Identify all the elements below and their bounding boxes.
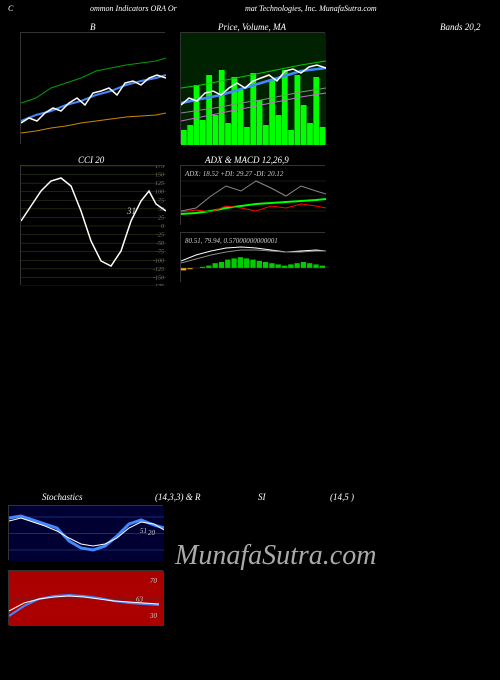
chart-stoch: 2051 (8, 505, 163, 560)
svg-text:150: 150 (155, 173, 164, 179)
chart-rsi: 70 30 63 (8, 570, 163, 625)
watermark: MunafaSutra.com (175, 540, 376, 572)
chart-title-stoch-mid2: SI (258, 492, 266, 502)
svg-text:75: 75 (158, 198, 164, 204)
chart-title-cci: CCI 20 (78, 155, 104, 165)
svg-text:-150: -150 (153, 275, 164, 281)
svg-text:-175: -175 (153, 284, 164, 286)
chart-title-stoch-right: (14,5 ) (330, 492, 354, 502)
svg-text:175: 175 (155, 166, 164, 170)
header-center-right: mat Technologies, Inc. MunafaSutra.com (245, 4, 377, 13)
svg-text:31: 31 (126, 206, 136, 216)
svg-text:-50: -50 (156, 241, 164, 247)
svg-text:100: 100 (155, 190, 164, 196)
svg-text:20: 20 (148, 529, 156, 537)
svg-text:25: 25 (158, 215, 164, 221)
chart-title-topright: Price, Volume, MA (218, 22, 286, 32)
svg-text:-75: -75 (156, 250, 164, 256)
svg-text:80.51, 79.94, 0.570000000000: 80.51, 79.94, 0.57000000000001 (185, 237, 278, 245)
chart-title-bands: Bands 20,2 (440, 22, 481, 32)
header-center-left: ommon Indicators ORA Or (90, 4, 177, 13)
svg-text:125: 125 (155, 181, 164, 187)
svg-text:-125: -125 (153, 267, 164, 273)
chart-title-topleft: B (90, 22, 96, 32)
chart-title-stoch-left: Stochastics (42, 492, 83, 502)
chart-title-adx: ADX & MACD 12,26,9 (205, 155, 289, 165)
chart-macd: 80.51, 79.94, 0.57000000000001 (180, 232, 325, 282)
svg-text:70: 70 (150, 577, 158, 585)
svg-text:0: 0 (161, 224, 164, 230)
header-left: C (8, 4, 13, 13)
svg-text:ADX: 18.52 +DI: 29.27 -DI: 2: ADX: 18.52 +DI: 29.27 -DI: 20.12 (184, 170, 284, 178)
svg-text:-25: -25 (156, 233, 164, 239)
svg-text:-100: -100 (153, 258, 164, 264)
chart-title-stoch-mid: (14,3,3) & R (155, 492, 201, 502)
chart-cci: 1751501251007550250-25-50-75-100-125-150… (20, 165, 165, 285)
chart-adx: ADX: 18.52 +DI: 29.27 -DI: 20.12 (180, 165, 325, 225)
chart-topleft (20, 32, 165, 144)
svg-text:51: 51 (140, 527, 147, 535)
svg-text:63: 63 (136, 596, 144, 604)
svg-text:30: 30 (149, 612, 158, 620)
chart-topright (180, 32, 325, 144)
